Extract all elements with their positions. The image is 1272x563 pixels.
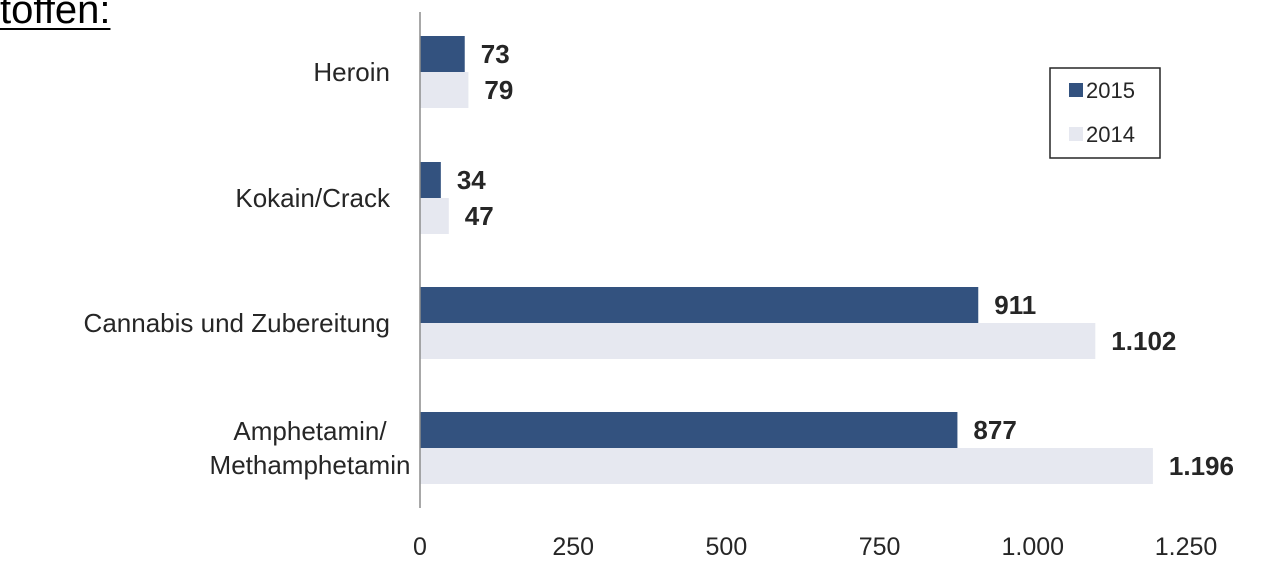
data-label-2015-2: 911 xyxy=(994,290,1036,320)
bar-2014-1 xyxy=(420,198,449,234)
bar-2015-2 xyxy=(420,287,979,323)
x-tick-label: 0 xyxy=(413,533,427,561)
bar-2014-3 xyxy=(420,448,1153,484)
data-label-2014-0: 79 xyxy=(484,75,513,105)
data-label-2014-3: 1.196 xyxy=(1169,451,1234,481)
x-tick-label: 500 xyxy=(706,533,748,561)
category-label-1: Kokain/Crack xyxy=(235,183,391,213)
bar-2015-0 xyxy=(420,36,465,72)
bar-2014-2 xyxy=(420,323,1096,359)
data-label-2015-3: 877 xyxy=(973,415,1016,445)
legend-swatch-2015 xyxy=(1069,83,1083,97)
legend-entry-2014: 2014 xyxy=(1086,122,1135,147)
category-label-0: Heroin xyxy=(313,57,390,87)
page-title: toffen: xyxy=(0,0,111,32)
legend-swatch-2014 xyxy=(1069,127,1083,141)
x-tick-label: 250 xyxy=(552,533,594,561)
legend: 2015 2014 xyxy=(1049,67,1161,159)
category-label-2: Cannabis und Zubereitung xyxy=(84,308,390,338)
data-label-2015-1: 34 xyxy=(457,165,486,195)
x-tick-label: 750 xyxy=(859,533,901,561)
data-label-2015-0: 73 xyxy=(481,39,510,69)
bar-2015-3 xyxy=(420,412,958,448)
legend-entry-2015: 2015 xyxy=(1086,78,1135,103)
bar-2014-0 xyxy=(420,72,469,108)
x-tick-label: 1.000 xyxy=(1002,533,1065,561)
x-tick-label: 1.250 xyxy=(1155,533,1218,561)
data-label-2014-1: 47 xyxy=(465,201,494,231)
data-label-2014-2: 1.102 xyxy=(1111,326,1176,356)
category-label-3: Amphetamin/Methamphetamin xyxy=(210,416,411,480)
legend-box xyxy=(1049,67,1161,159)
bar-2015-1 xyxy=(420,162,441,198)
